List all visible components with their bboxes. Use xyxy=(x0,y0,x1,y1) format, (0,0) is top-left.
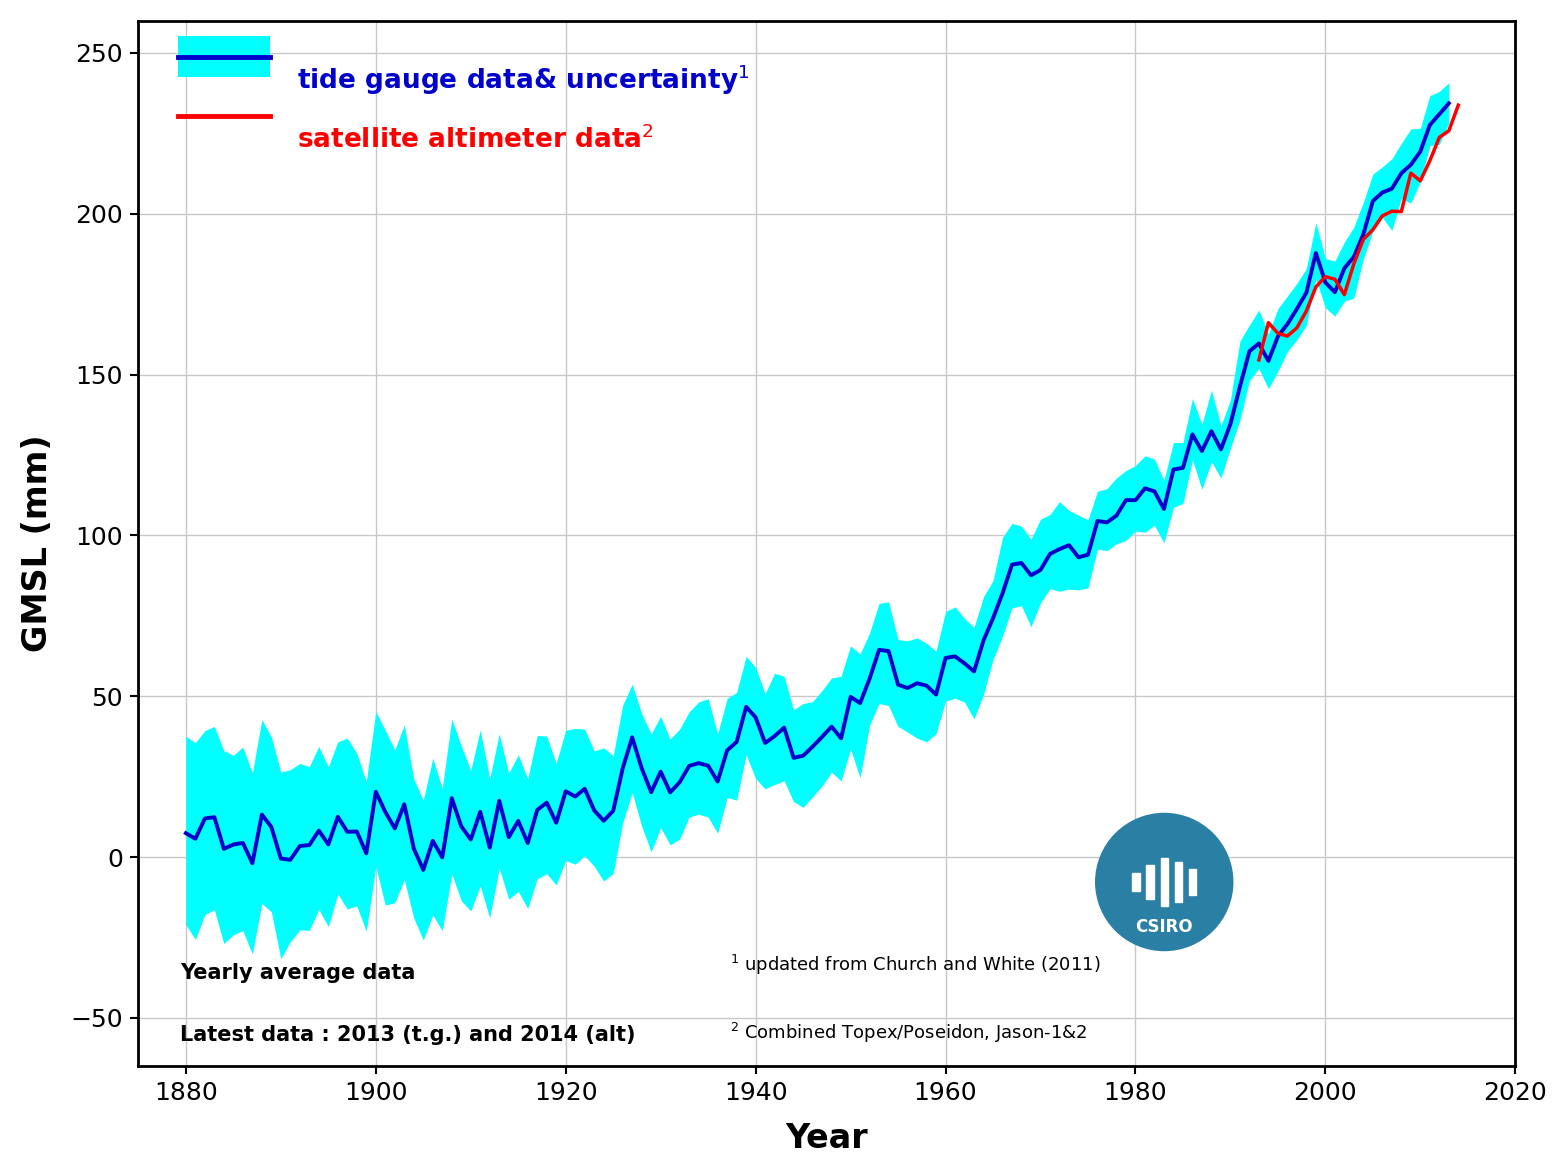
Text: Latest data : 2013 (t.g.) and 2014 (alt): Latest data : 2013 (t.g.) and 2014 (alt) xyxy=(180,1025,635,1045)
Text: Yearly average data: Yearly average data xyxy=(180,963,416,983)
Text: CSIRO: CSIRO xyxy=(1135,917,1193,936)
Text: $^2$ Combined Topex/Poseidon, Jason-1&2: $^2$ Combined Topex/Poseidon, Jason-1&2 xyxy=(731,1021,1088,1045)
Bar xyxy=(1174,862,1182,902)
Bar xyxy=(1132,873,1140,891)
Bar xyxy=(1146,866,1154,898)
Legend: tide gauge data& uncertainty$^1$, satellite altimeter data$^2$: tide gauge data& uncertainty$^1$, satell… xyxy=(152,34,776,187)
Y-axis label: GMSL (mm): GMSL (mm) xyxy=(20,435,53,653)
X-axis label: Year: Year xyxy=(786,1122,869,1155)
Bar xyxy=(1160,857,1168,907)
Text: $^1$ updated from Church and White (2011): $^1$ updated from Church and White (2011… xyxy=(731,954,1101,977)
Circle shape xyxy=(1096,814,1232,950)
Bar xyxy=(1189,869,1196,895)
